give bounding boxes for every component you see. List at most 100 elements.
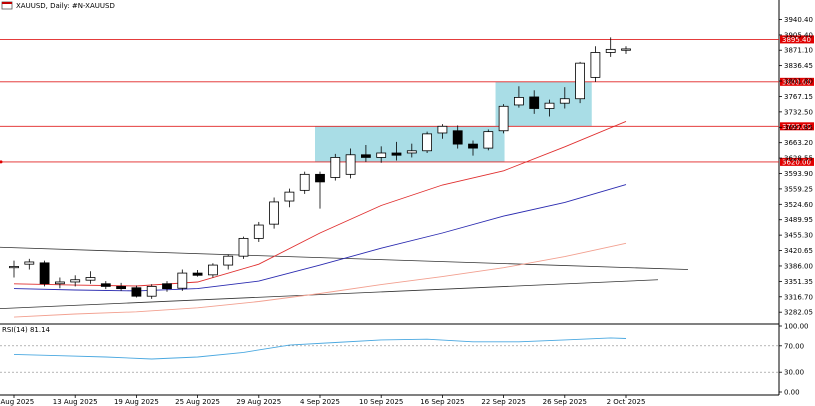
y-tick-label: 3663.20 (784, 139, 813, 147)
candle-body (483, 131, 494, 149)
candle-body (284, 191, 295, 202)
y-tick-label: 3455.30 (784, 232, 813, 240)
candle-body (376, 152, 387, 158)
candle-body (452, 130, 463, 145)
ma-salmon-line (13, 242, 627, 318)
x-tick-label: 25 Aug 2025 (175, 398, 220, 406)
candle-body (223, 255, 234, 266)
candle-36 (559, 87, 570, 109)
candle-6 (100, 281, 111, 290)
candle-body (9, 266, 19, 269)
y-tick-label: 3386.00 (784, 262, 813, 270)
y-tick-label: 3905.40 (784, 31, 813, 39)
candle-body (621, 48, 631, 51)
candle-body (345, 154, 356, 175)
candle-body (299, 173, 310, 191)
candle-33 (514, 86, 524, 108)
candle-body (544, 102, 555, 109)
candle-body (575, 62, 585, 100)
candle-body (514, 96, 524, 106)
chart-title: XAUUSD, Daily: #N-XAUUSD (16, 2, 115, 10)
x-tick-label: 29 Aug 2025 (236, 398, 281, 406)
candle-body (162, 283, 172, 290)
candle-3 (55, 277, 65, 289)
candle-body (422, 133, 433, 152)
candle-16 (253, 221, 264, 242)
y-tick-label: 3524.60 (784, 201, 813, 209)
trendlines (0, 246, 689, 310)
candle-body (238, 237, 249, 257)
level-anchor-dot (0, 160, 3, 164)
x-tick-label: 22 Sep 2025 (481, 398, 525, 406)
candle-14 (223, 254, 234, 270)
candle-body (39, 262, 50, 285)
level-label-1: 3800.00 (782, 78, 811, 86)
level-tag-0 (780, 35, 814, 44)
candle-38 (590, 46, 601, 82)
x-tick-label: 10 Sep 2025 (359, 398, 403, 406)
candle-body (269, 201, 280, 225)
candle-body (253, 224, 264, 239)
candle-35 (544, 99, 555, 117)
header: XAUUSD, Daily: #N-XAUUSD (1, 1, 115, 10)
candle-29 (452, 125, 463, 149)
candle-body (406, 150, 417, 154)
candle-37 (575, 61, 585, 104)
y-tick-label: 3871.10 (784, 47, 813, 55)
candle-9 (146, 284, 157, 299)
candle-26 (406, 143, 417, 158)
candle-23 (360, 144, 371, 162)
candle-body (437, 125, 448, 134)
candle-body (207, 264, 218, 276)
ma-blue-line (13, 184, 627, 292)
candle-body (131, 287, 142, 297)
ma-red-line (13, 120, 627, 287)
candle-8 (131, 285, 142, 298)
level-label-3: 3620.00 (782, 158, 811, 166)
candle-body (468, 143, 478, 149)
candle-24 (376, 146, 387, 163)
rsi-panel: 100.00 70.00 30.00 0.00 (0, 323, 809, 397)
level-tag-3 (780, 157, 814, 166)
candle-25 (391, 141, 402, 161)
candles (9, 37, 631, 299)
rsi-tick-label: 30.00 (784, 369, 804, 377)
candle-2 (39, 260, 50, 287)
candle-body (559, 98, 570, 104)
candle-5 (85, 271, 96, 284)
candle-body (24, 261, 35, 265)
x-tick-label: 26 Sep 2025 (543, 398, 587, 406)
candle-body (315, 173, 325, 183)
candle-18 (284, 188, 295, 208)
candle-body (85, 277, 96, 281)
x-tick-label: 16 Sep 2025 (420, 398, 464, 406)
trendline-lower (0, 279, 659, 310)
rsi-tick-label: 70.00 (784, 342, 804, 350)
candle-19 (299, 171, 310, 194)
candle-10 (162, 281, 172, 292)
y-tick-label: 3732.50 (784, 108, 813, 116)
x-tick-label: 7 Aug 2025 (0, 398, 34, 406)
candle-body (360, 154, 371, 158)
y-tick-label: 3801.80 (784, 78, 813, 86)
window-icon[interactable] (1, 1, 13, 10)
candle-22 (345, 148, 356, 179)
rsi-tick-label: 100.00 (784, 323, 809, 331)
candle-20 (315, 171, 325, 209)
y-tick-label: 3316.70 (784, 293, 813, 301)
rsi-tick-label: 0.00 (784, 389, 800, 397)
x-tick-label: 19 Aug 2025 (114, 398, 159, 406)
candle-39 (605, 37, 616, 57)
price-axis: 3940.40 3905.40 3871.10 3836.45 3801.80 3767.… (779, 16, 813, 317)
candle-30 (468, 140, 478, 156)
candle-32 (498, 104, 509, 134)
candle-body (116, 286, 126, 290)
candle-body (100, 283, 111, 287)
candle-15 (238, 236, 249, 259)
candle-body (177, 272, 188, 289)
x-tick-label: 13 Aug 2025 (53, 398, 98, 406)
y-tick-label: 3420.65 (784, 247, 813, 255)
candle-4 (70, 275, 81, 287)
price-levels: 3895.40 3800.00 3700.00 3620.00 (0, 35, 814, 166)
